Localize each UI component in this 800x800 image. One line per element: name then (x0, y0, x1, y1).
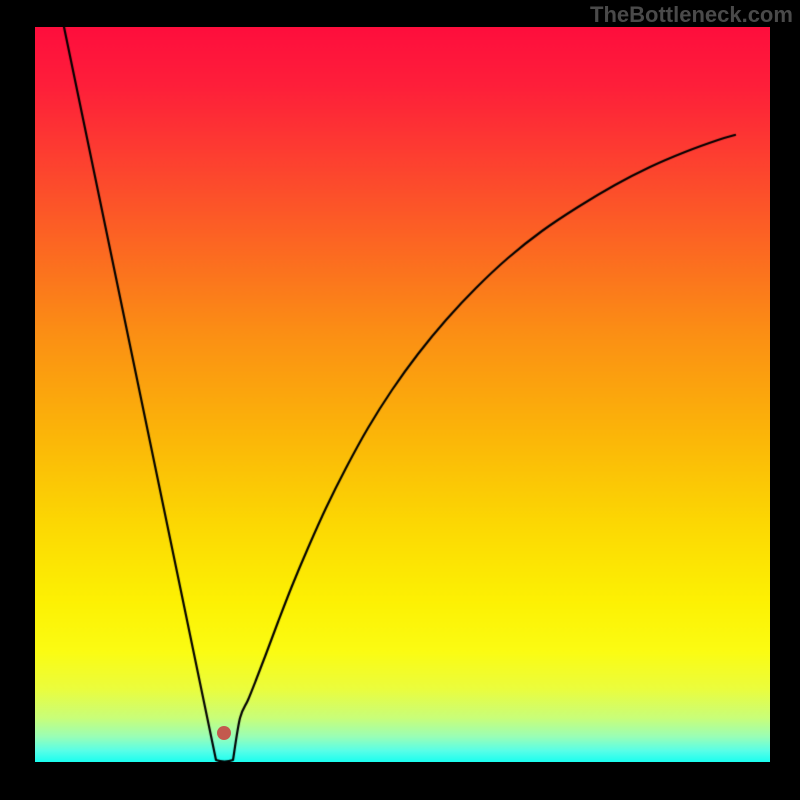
bottleneck-curve (35, 27, 770, 762)
plot-area (35, 27, 770, 762)
chart-container: TheBottleneck.com (0, 0, 800, 800)
minimum-marker (217, 726, 231, 740)
watermark-text: TheBottleneck.com (590, 2, 793, 28)
